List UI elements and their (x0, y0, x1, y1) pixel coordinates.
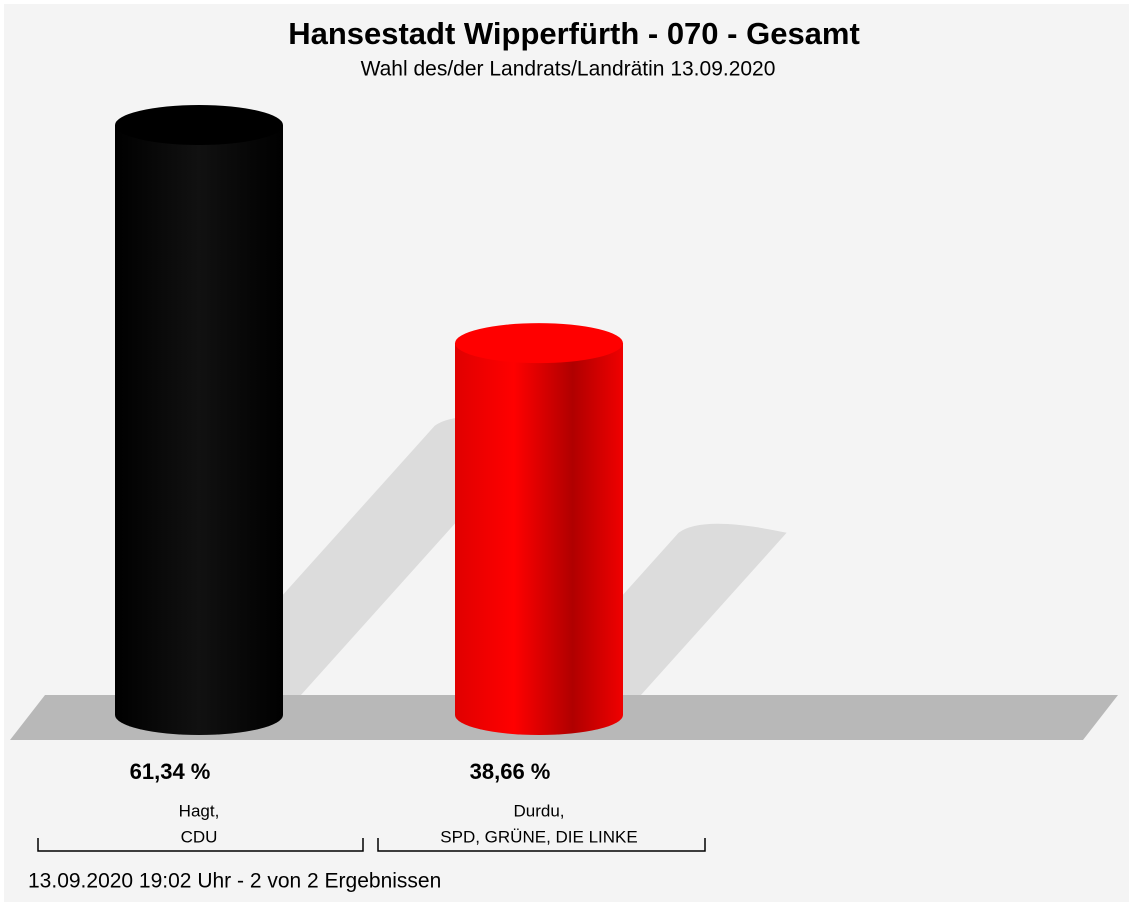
category-label: Hagt, (179, 801, 220, 820)
category-bracket (377, 838, 706, 852)
category-bracket (37, 838, 364, 852)
category-label: Durdu, (513, 801, 564, 820)
value-label: 61,34 % (130, 759, 211, 784)
bar-top (115, 105, 283, 145)
category-label: CDU (181, 827, 218, 846)
bar-top (455, 323, 623, 364)
category-label: SPD, GRÜNE, DIE LINKE (440, 827, 637, 846)
chart-title: Hansestadt Wipperfürth - 070 - Gesamt (288, 16, 860, 51)
bar (115, 125, 283, 735)
value-label: 38,66 % (470, 759, 551, 784)
bar (455, 343, 623, 735)
footer: 13.09.2020 19:02 Uhr - 2 von 2 Ergebniss… (28, 870, 441, 893)
chart-subtitle: Wahl des/der Landrats/Landrätin 13.09.20… (361, 58, 776, 81)
